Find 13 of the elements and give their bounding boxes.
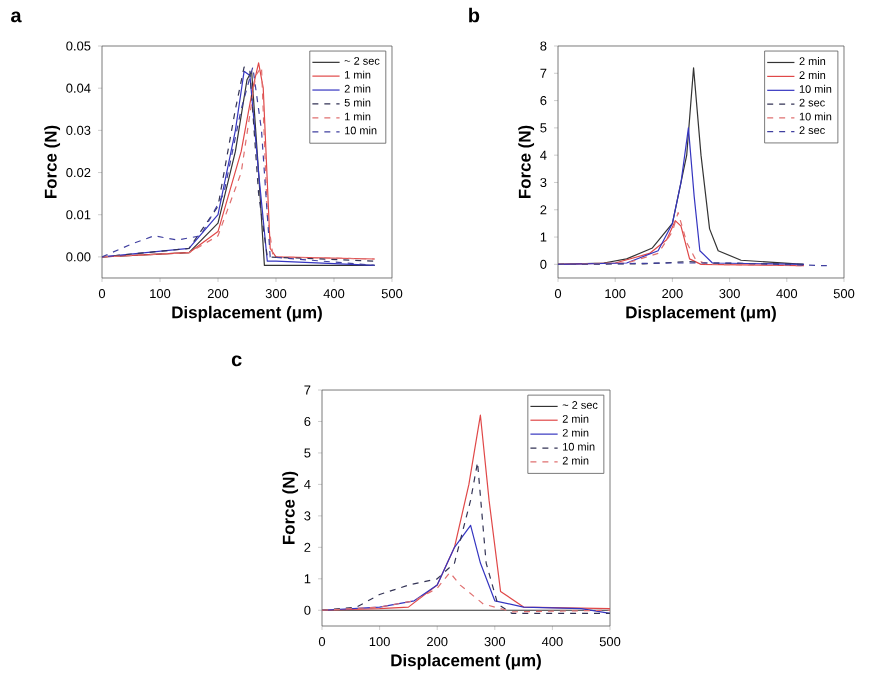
line-series xyxy=(322,461,611,615)
y-axis-title: Force (N) xyxy=(282,471,299,545)
y-axis-title: Force (N) xyxy=(518,125,535,199)
chart-title: a xyxy=(11,11,22,23)
line-series xyxy=(322,571,611,613)
chart-title: b xyxy=(469,7,480,23)
line-series xyxy=(322,524,611,615)
line-series xyxy=(558,127,805,265)
x-axis-title: Displacement (μm) xyxy=(172,305,322,322)
x-axis-title: Displacement (μm) xyxy=(626,305,776,322)
x-axis-title: Displacement (μm) xyxy=(391,653,541,670)
chart-title: c xyxy=(231,355,242,367)
y-axis-title: Force (N) xyxy=(44,125,61,199)
